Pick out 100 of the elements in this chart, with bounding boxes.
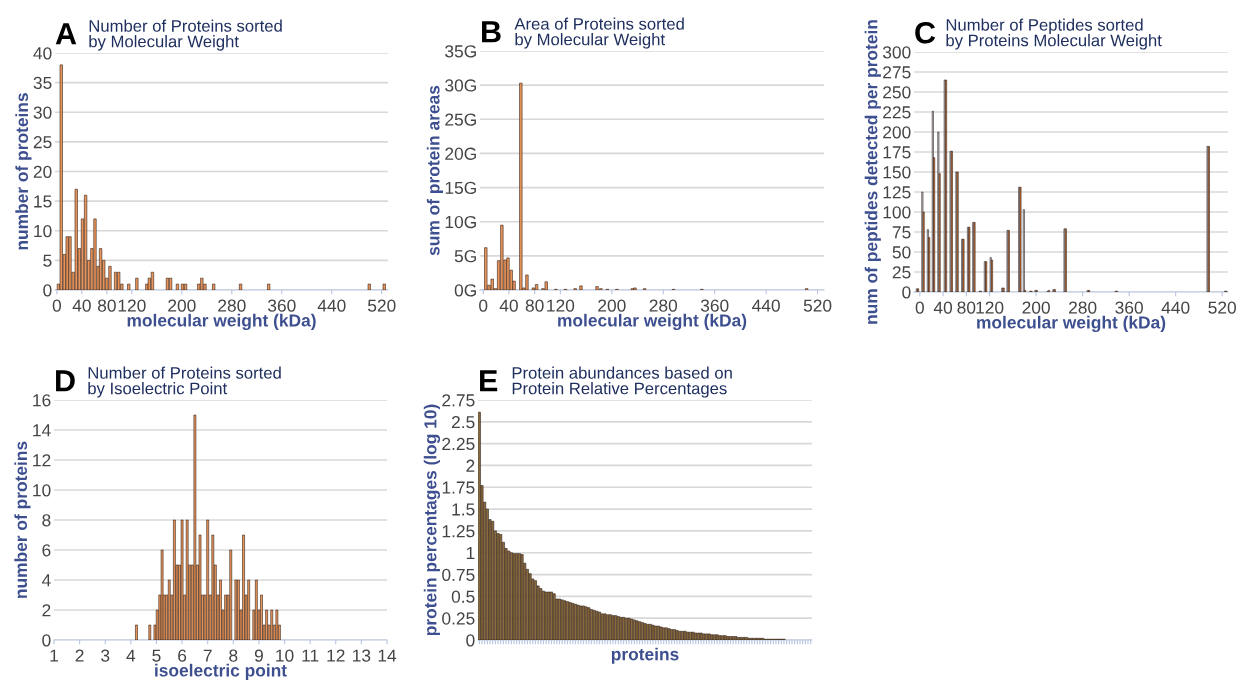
y-tick-label: 300 [882,46,911,59]
y-axis-title: sum of protein areas [426,85,444,256]
y-tick-label: 35G [445,45,476,58]
x-tick-label: 6 [178,649,187,662]
y-tick-label: 0G [454,284,476,297]
x-tick-label: 9 [254,649,263,662]
x-tick-label: 360 [267,299,296,312]
y-tick-label: 100 [883,206,911,219]
x-tick-label: 200 [168,299,196,312]
chart-title: Area of Proteins sorted by Molecular Weight [514,17,684,49]
y-tick-label: 1.25 [442,525,475,538]
y-tick-label: 125 [883,186,911,199]
y-tick-label: 25 [892,266,911,279]
x-tick-label: 0 [52,299,62,312]
y-tick-label: 2.75 [442,394,475,407]
x-tick-label: 360 [1115,301,1143,314]
y-tick-label: 0.25 [442,612,475,625]
y-tick-label: 225 [883,106,911,119]
y-tick-label: 10G [445,215,476,229]
y-tick-label: 1 [466,547,475,560]
y-tick-label: 2.25 [442,437,475,451]
x-axis-title: molecular weight (kDa) [127,313,316,331]
y-tick-label: 0 [902,286,911,299]
x-tick-label: 520 [367,299,396,312]
y-tick-label: 2.5 [451,415,475,429]
x-tick-label: 5 [152,649,161,662]
x-tick-label: 4 [126,649,136,662]
y-tick-label: 20G [445,147,476,160]
x-tick-label: 80 [957,301,976,314]
y-tick-label: 25G [445,113,476,126]
text: B [482,21,501,43]
y-tick-label: 5 [43,254,52,267]
y-tick-label: 30G [445,79,476,92]
y-tick-label: 35 [33,76,52,90]
y-tick-label: 175 [883,146,911,159]
x-tick-label: 520 [1208,301,1236,314]
chart-title: Number of Proteins sorted by Isoelectric Point [88,366,281,398]
x-tick-label: 440 [752,299,780,312]
y-tick-label: 200 [883,126,911,139]
y-tick-label: 30 [33,106,52,119]
y-tick-label: 2 [42,604,51,617]
y-tick-label: 150 [883,166,911,179]
x-tick-label: 8 [229,649,238,662]
x-tick-label: 11 [302,649,319,662]
x-axis-title: proteins [611,647,679,664]
text: C [915,21,936,44]
y-tick-label: 25 [33,136,52,149]
x-tick-label: 200 [598,299,626,312]
y-tick-label: 6 [42,544,51,557]
x-axis-title: isoelectric point [155,663,287,680]
y-tick-label: 0 [43,284,52,297]
x-tick-label: 10 [276,649,294,662]
x-tick-label: 12 [327,649,345,662]
y-tick-label: 250 [883,86,911,99]
chart-title: Number of Peptides sorted by Proteins Molecular Weight [946,18,1162,50]
x-tick-label: 120 [976,301,1004,314]
y-tick-label: 15 [34,195,52,208]
x-axis-title: molecular weight (kDa) [977,315,1166,333]
x-tick-label: 200 [1022,301,1050,314]
y-tick-label: 50 [892,246,911,259]
chart-title: Protein abundances based on Protein Relative Percentages [512,366,732,398]
x-tick-label: 120 [118,299,146,312]
x-tick-label: 0 [915,301,924,314]
x-tick-label: 520 [803,299,832,312]
chart-title: Number of Proteins sorted by Molecular Weight [89,19,282,51]
x-tick-label: 3 [101,649,110,662]
y-tick-label: 0 [42,634,51,647]
y-tick-label: 10 [33,484,51,497]
y-tick-label: 14 [33,424,51,437]
y-tick-label: 0.75 [442,568,475,582]
y-tick-label: 0.5 [451,590,475,603]
x-tick-label: 80 [97,299,116,312]
x-tick-label: 40 [933,301,953,314]
y-tick-label: 10 [34,224,52,238]
y-axis-title: protein percentages (log 10) [423,404,441,636]
x-tick-label: 2 [75,649,84,662]
y-tick-label: 1.75 [442,481,475,494]
x-tick-label: 14 [378,649,397,662]
y-tick-label: 20 [33,165,52,178]
y-tick-label: 40 [33,47,52,60]
y-tick-label: 0 [466,634,475,647]
text: D [56,370,75,392]
x-axis-title: molecular weight (kDa) [558,313,747,331]
x-tick-label: 0 [479,299,488,312]
x-tick-label: 40 [72,299,91,312]
y-axis-title: number of proteins [15,93,32,250]
x-tick-label: 440 [317,299,346,312]
y-tick-label: 75 [892,226,911,239]
x-tick-label: 440 [1161,301,1190,314]
x-tick-label: 120 [547,299,575,312]
x-tick-label: 7 [203,649,212,662]
y-tick-label: 275 [883,66,911,79]
y-tick-label: 15G [445,181,476,195]
y-tick-label: 1.5 [452,503,475,516]
y-tick-label: 2 [466,459,475,472]
x-tick-label: 80 [525,299,544,312]
x-tick-label: 280 [218,299,246,312]
y-tick-label: 16 [33,394,51,407]
x-tick-label: 13 [353,649,371,662]
x-tick-label: 280 [649,299,678,312]
